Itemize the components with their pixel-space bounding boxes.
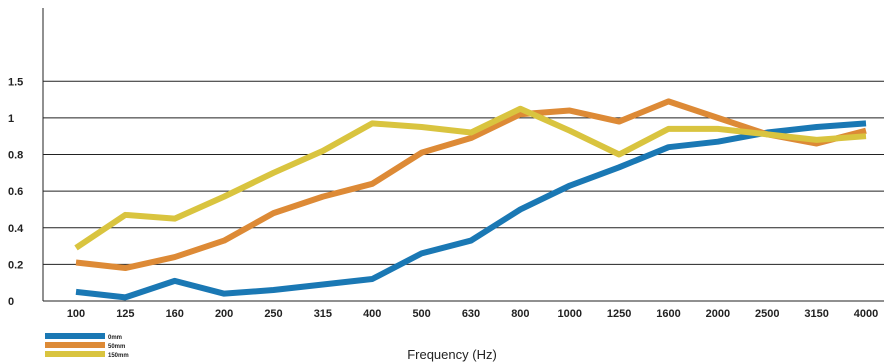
x-tick-label: 500: [412, 308, 430, 320]
x-axis-label: Frequency (Hz): [407, 347, 497, 362]
x-axis-ticks: 100 125 160 200 250 315 400 500 630 800 1000 1250 16…: [67, 308, 878, 320]
legend-swatch-0mm: [45, 333, 105, 339]
series-line-50mm: [75, 98, 867, 272]
y-tick-label: 0.6: [8, 186, 23, 198]
y-tick-label: 1.5: [8, 76, 23, 88]
x-tick-label: 630: [462, 308, 480, 320]
y-tick-label: 0.8: [8, 150, 23, 162]
x-tick-label: 250: [264, 308, 282, 320]
x-tick-label: 125: [116, 308, 134, 320]
legend: 0mm 50mm 150mm: [45, 333, 129, 359]
y-tick-label: 0: [8, 296, 14, 308]
x-tick-label: 1000: [558, 308, 582, 320]
y-axis-ticks: 0 0.2 0.4 0.6 0.8 1 1.5: [8, 76, 24, 308]
x-tick-label: 100: [67, 308, 85, 320]
x-tick-label: 4000: [854, 308, 878, 320]
x-tick-label: 1600: [656, 308, 680, 320]
series-line-0mm: [75, 120, 867, 301]
x-tick-label: 160: [166, 308, 184, 320]
x-tick-label: 2000: [706, 308, 730, 320]
series-lines: [74, 98, 867, 301]
x-tick-label: 2500: [755, 308, 779, 320]
y-tick-label: 0.2: [8, 259, 23, 271]
legend-swatch-50mm: [45, 342, 105, 348]
legend-label-50mm: 50mm: [108, 344, 125, 350]
y-tick-label: 1: [8, 113, 14, 125]
legend-label-0mm: 0mm: [108, 335, 122, 341]
legend-label-150mm: 150mm: [108, 353, 129, 359]
series-line-150mm: [74, 105, 867, 251]
x-tick-label: 3150: [804, 308, 828, 320]
x-tick-label: 400: [363, 308, 381, 320]
x-tick-label: 800: [511, 308, 529, 320]
x-tick-label: 200: [215, 308, 233, 320]
x-tick-label: 315: [314, 308, 332, 320]
legend-swatch-150mm: [45, 351, 105, 357]
x-tick-label: 1250: [607, 308, 631, 320]
y-tick-label: 0.4: [8, 223, 24, 235]
grid: [43, 80, 884, 302]
